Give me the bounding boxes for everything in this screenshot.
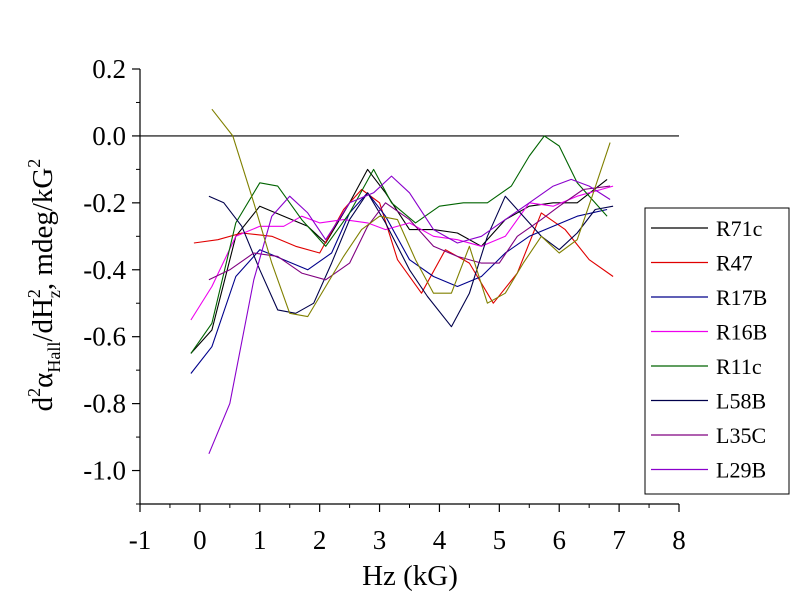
y-axis-ticks: 0.2 0.0 -0.2 -0.4 -0.6 -0.8 -1.0: [83, 54, 140, 505]
y-label-sup-unit: 2: [24, 159, 44, 168]
legend-box: [644, 207, 790, 495]
x-tick-label: -1: [129, 525, 152, 555]
x-tick-label: 3: [373, 525, 387, 555]
legend: R71c R47 R17B R16B R11c L58B L35C L29B: [651, 216, 767, 483]
series-line-r17b: [190, 192, 608, 374]
y-tick-label: 0.2: [92, 54, 126, 84]
y-tick-label: -1.0: [83, 456, 126, 486]
y-label-dh: /dH: [27, 298, 59, 342]
legend-label: R47: [716, 251, 753, 276]
legend-label: R16B: [716, 320, 767, 345]
x-axis-label: Hz (kG): [362, 560, 458, 592]
x-tick-label: 5: [493, 525, 507, 555]
x-tick-label: 4: [433, 525, 447, 555]
x-axis-ticks: -1 0 1 2 3 4 5 6 7 8: [129, 504, 686, 555]
y-axis-label: d2αHall/dH2z, mdeg/kG2: [24, 159, 64, 412]
x-tick-label: 2: [313, 525, 327, 555]
x-tick-label: 7: [612, 525, 626, 555]
y-label-sup-h: 2: [24, 289, 44, 298]
series-line-r47: [193, 188, 614, 304]
legend-label: R71c: [716, 216, 763, 241]
y-tick-label: 0.0: [92, 121, 126, 151]
series-line-r71c: [190, 168, 608, 354]
x-tick-label: 8: [672, 525, 686, 555]
legend-label: L29B: [716, 458, 766, 483]
legend-label: R11c: [716, 354, 762, 379]
y-tick-label: -0.4: [83, 255, 126, 285]
series-line-l29b: [208, 175, 611, 455]
series-line-r11c: [190, 135, 608, 354]
y-label-alpha: α: [27, 373, 59, 388]
y-tick-label: -0.8: [83, 389, 126, 419]
y-label-d: d: [27, 396, 59, 411]
series-lines: [190, 108, 614, 455]
legend-label: R17B: [716, 285, 767, 310]
y-label-sup: 2: [24, 388, 44, 397]
x-tick-label: 0: [193, 525, 207, 555]
y-label-sub-hall: Hall: [44, 342, 64, 373]
y-label-unit: , mdeg/kG: [27, 168, 59, 290]
x-tick-label: 1: [253, 525, 267, 555]
x-tick-label: 6: [552, 525, 566, 555]
y-tick-label: -0.2: [83, 188, 126, 218]
series-line-l58b: [208, 192, 614, 328]
y-tick-label: -0.6: [83, 322, 126, 352]
y-label-sub-z: z: [44, 290, 64, 298]
legend-label: L58B: [716, 389, 766, 414]
legend-label: L35C: [716, 423, 766, 448]
series-line-unlabeled: [211, 108, 611, 318]
series-line-l35c: [208, 185, 611, 281]
